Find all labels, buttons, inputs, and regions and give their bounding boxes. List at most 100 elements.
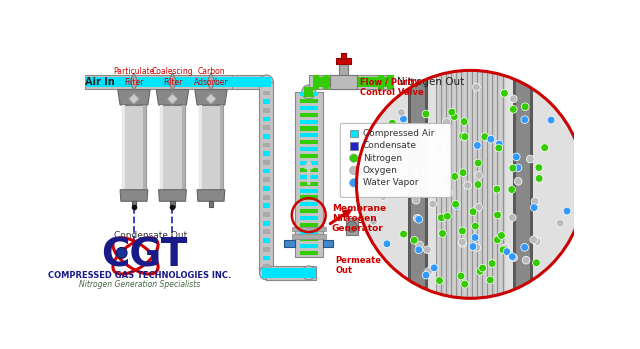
Bar bbox=[323, 75, 329, 89]
Circle shape bbox=[380, 193, 387, 200]
Bar bbox=[232, 77, 266, 87]
Text: Nitrogen Out: Nitrogen Out bbox=[397, 77, 465, 87]
Circle shape bbox=[429, 127, 436, 134]
Text: Oxygen: Oxygen bbox=[363, 166, 397, 175]
Circle shape bbox=[464, 181, 472, 189]
Bar bbox=[300, 202, 318, 207]
Bar bbox=[408, 72, 428, 297]
Circle shape bbox=[399, 115, 407, 123]
Circle shape bbox=[429, 200, 436, 208]
Circle shape bbox=[444, 213, 451, 220]
Circle shape bbox=[501, 244, 509, 252]
Circle shape bbox=[457, 272, 465, 280]
Circle shape bbox=[508, 214, 516, 221]
Circle shape bbox=[509, 105, 517, 113]
Circle shape bbox=[436, 143, 444, 151]
Circle shape bbox=[479, 264, 486, 272]
Circle shape bbox=[499, 246, 507, 254]
Bar bbox=[300, 209, 318, 213]
Text: Particulate
Filter: Particulate Filter bbox=[113, 67, 155, 87]
Bar bbox=[336, 58, 351, 64]
Bar bbox=[330, 75, 357, 89]
Circle shape bbox=[419, 124, 426, 132]
Bar bbox=[262, 117, 270, 121]
Bar bbox=[266, 266, 316, 280]
Circle shape bbox=[412, 196, 420, 204]
Polygon shape bbox=[168, 73, 176, 91]
Bar bbox=[262, 195, 270, 200]
Circle shape bbox=[357, 71, 584, 297]
Circle shape bbox=[531, 204, 538, 211]
Bar bbox=[232, 75, 266, 89]
Circle shape bbox=[349, 154, 358, 162]
Circle shape bbox=[401, 162, 408, 170]
Bar bbox=[182, 105, 185, 190]
Bar bbox=[300, 113, 318, 117]
Circle shape bbox=[473, 244, 481, 251]
Bar bbox=[266, 268, 316, 277]
Bar bbox=[300, 133, 318, 138]
Bar bbox=[300, 251, 318, 255]
Bar bbox=[198, 105, 223, 190]
Circle shape bbox=[452, 200, 460, 208]
Circle shape bbox=[397, 109, 405, 116]
Circle shape bbox=[493, 185, 500, 193]
Circle shape bbox=[461, 280, 468, 288]
Circle shape bbox=[459, 133, 467, 140]
Text: Permeate
Out: Permeate Out bbox=[336, 256, 381, 275]
Circle shape bbox=[430, 264, 438, 272]
Bar bbox=[262, 268, 271, 277]
Bar bbox=[304, 268, 314, 277]
Circle shape bbox=[531, 198, 539, 205]
Bar bbox=[300, 223, 318, 227]
Circle shape bbox=[481, 133, 488, 141]
Circle shape bbox=[116, 247, 127, 258]
Bar bbox=[292, 235, 326, 239]
Bar bbox=[300, 230, 318, 234]
Bar bbox=[262, 238, 270, 243]
Bar bbox=[378, 75, 384, 89]
Polygon shape bbox=[167, 94, 178, 104]
Polygon shape bbox=[205, 94, 216, 104]
Circle shape bbox=[584, 136, 595, 147]
Bar bbox=[262, 82, 270, 87]
Bar bbox=[262, 91, 270, 95]
Bar bbox=[262, 108, 270, 113]
Text: Nitrogen Generation Specialists: Nitrogen Generation Specialists bbox=[79, 280, 200, 289]
Bar bbox=[583, 218, 595, 235]
Bar bbox=[86, 75, 232, 89]
Circle shape bbox=[445, 189, 452, 196]
Circle shape bbox=[388, 119, 396, 127]
Bar bbox=[160, 105, 163, 190]
Text: Compressed Air: Compressed Air bbox=[363, 129, 434, 138]
Bar bbox=[262, 212, 270, 217]
Bar bbox=[262, 151, 270, 156]
Circle shape bbox=[302, 266, 316, 280]
Bar bbox=[259, 82, 273, 273]
Circle shape bbox=[530, 236, 538, 244]
Circle shape bbox=[547, 116, 555, 124]
Circle shape bbox=[395, 144, 403, 153]
Circle shape bbox=[514, 164, 522, 172]
Circle shape bbox=[472, 83, 480, 91]
Circle shape bbox=[513, 153, 520, 161]
Circle shape bbox=[469, 208, 477, 216]
Bar bbox=[122, 105, 125, 190]
Circle shape bbox=[535, 164, 543, 171]
Bar bbox=[349, 142, 358, 150]
Circle shape bbox=[410, 236, 418, 244]
Circle shape bbox=[441, 124, 449, 131]
Polygon shape bbox=[118, 90, 150, 105]
Circle shape bbox=[493, 211, 501, 219]
Circle shape bbox=[436, 277, 444, 284]
Circle shape bbox=[533, 238, 541, 245]
Bar bbox=[262, 203, 270, 208]
Bar bbox=[341, 53, 346, 59]
Circle shape bbox=[399, 190, 406, 198]
Bar bbox=[220, 105, 223, 190]
Circle shape bbox=[424, 246, 431, 254]
Circle shape bbox=[474, 181, 482, 188]
Circle shape bbox=[422, 271, 430, 279]
Text: Coalescing
Filter: Coalescing Filter bbox=[152, 67, 193, 87]
Bar bbox=[300, 106, 318, 110]
